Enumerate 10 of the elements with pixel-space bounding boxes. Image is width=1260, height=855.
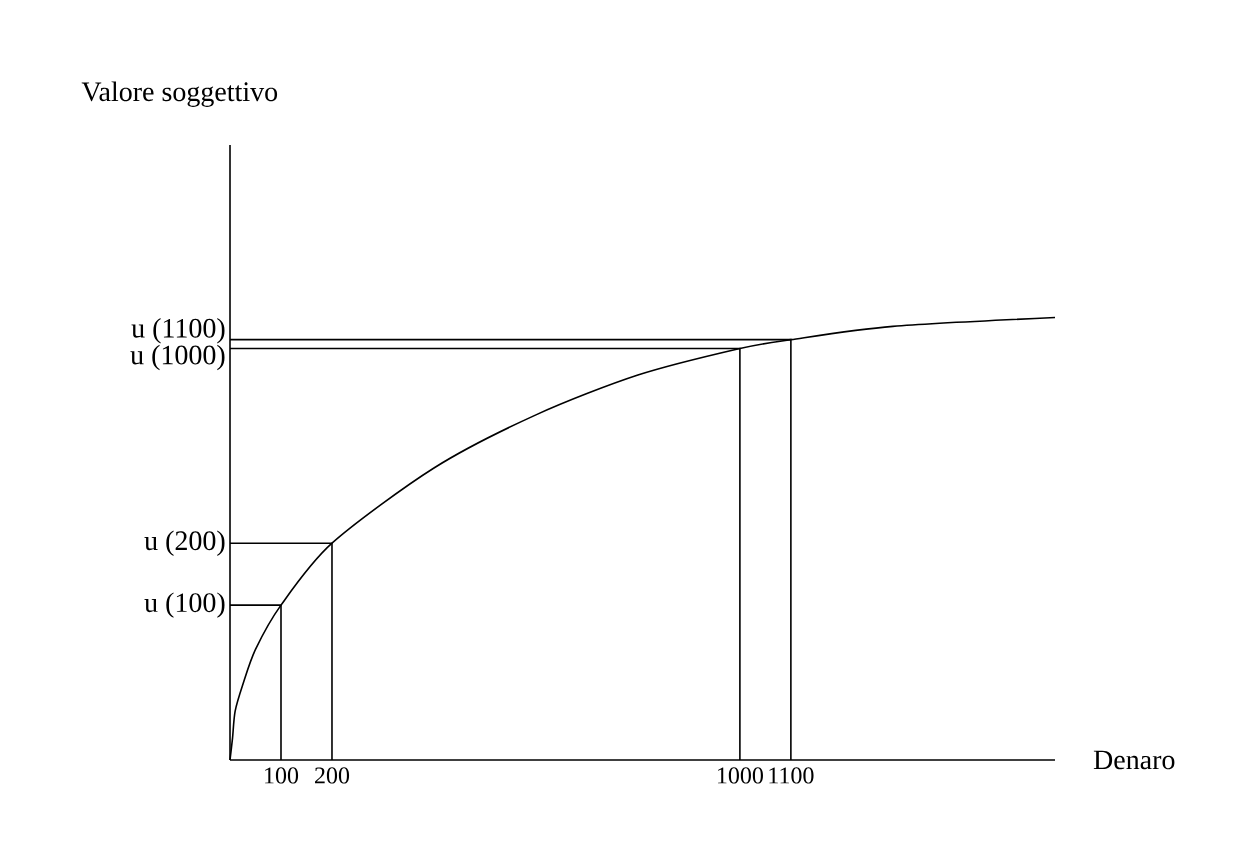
text: u (200) [144, 530, 225, 556]
text: u (1100) [131, 318, 225, 344]
text: u (100) [144, 592, 225, 618]
x-tick-label: 200 [315, 767, 350, 784]
text: Valore soggettivo [81, 81, 278, 107]
x-axis-title: Denaro [1093, 750, 1175, 770]
x-tick-label: 1000 [718, 767, 763, 784]
text: u (1000) [130, 344, 225, 371]
x-tick-label: 100 [265, 767, 299, 784]
x-tick-label: 1100 [769, 767, 814, 784]
